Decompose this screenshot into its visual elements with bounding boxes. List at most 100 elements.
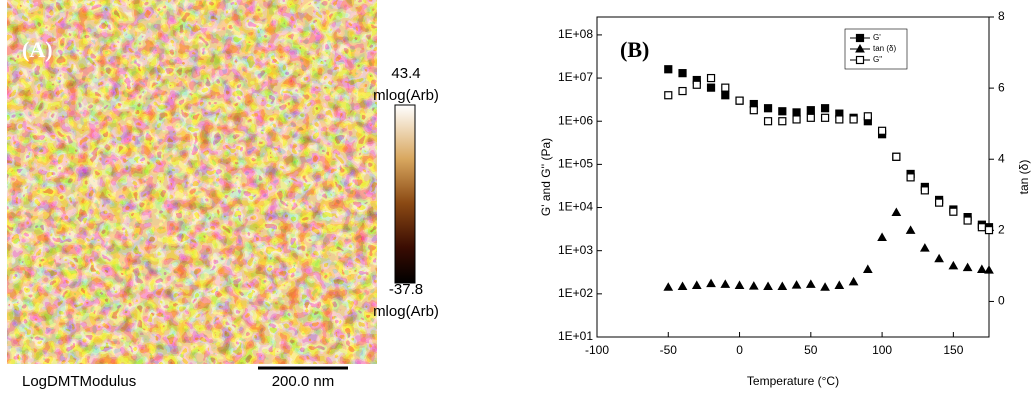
y-tick-label: 1E+01 bbox=[558, 329, 593, 343]
colorbar-unit: mlog(Arb) bbox=[373, 87, 439, 104]
data-point bbox=[763, 281, 773, 291]
data-point bbox=[849, 115, 858, 124]
y2-tick-label: 0 bbox=[998, 294, 1005, 308]
data-point bbox=[863, 112, 872, 121]
legend-label: G" bbox=[873, 55, 882, 64]
data-point bbox=[678, 69, 687, 78]
y2-tick-label: 4 bbox=[998, 151, 1005, 165]
colorbar bbox=[394, 104, 416, 284]
y-tick-label: 1E+04 bbox=[558, 200, 593, 214]
data-point bbox=[977, 223, 986, 232]
data-point bbox=[678, 86, 687, 96]
data-point bbox=[905, 225, 916, 234]
data-point bbox=[721, 91, 730, 100]
data-point bbox=[706, 83, 716, 92]
y2-tick-label: 8 bbox=[998, 9, 1005, 23]
data-point bbox=[806, 113, 815, 122]
data-point bbox=[706, 278, 716, 288]
colorbar-max: 43.4 bbox=[391, 65, 420, 82]
y-tick-label: 1E+07 bbox=[558, 70, 593, 84]
y2-axis-label: tan (δ) bbox=[1017, 160, 1031, 195]
data-point bbox=[777, 281, 788, 291]
data-point bbox=[877, 126, 887, 135]
legend-marker bbox=[855, 33, 865, 43]
x-tick-label: -100 bbox=[585, 343, 609, 357]
panel-a: (A) 43.4 mlog(Arb) -37.8 mlog(Arb) LogDM… bbox=[7, 0, 439, 390]
data-point bbox=[706, 73, 716, 83]
data-point bbox=[720, 279, 731, 288]
data-point bbox=[919, 243, 930, 252]
y-tick-label: 1E+08 bbox=[558, 27, 593, 41]
x-tick-label: 100 bbox=[872, 343, 892, 357]
data-point bbox=[984, 225, 994, 235]
y-axis-label: G' and G'' (Pa) bbox=[539, 138, 553, 216]
data-point bbox=[677, 281, 688, 291]
data-point bbox=[906, 173, 915, 182]
x-tick-label: 150 bbox=[943, 343, 963, 357]
data-point bbox=[962, 262, 973, 272]
data-point bbox=[835, 115, 844, 124]
data-point bbox=[734, 280, 745, 289]
data-point bbox=[877, 232, 887, 241]
y-tick-label: 1E+06 bbox=[558, 113, 593, 127]
x-axis-label: Temperature (°C) bbox=[747, 374, 839, 388]
y2-tick-label: 6 bbox=[998, 80, 1005, 94]
data-point bbox=[735, 96, 744, 105]
data-point bbox=[749, 106, 758, 115]
scale-bar-label: 200.0 nm bbox=[272, 373, 335, 390]
data-point bbox=[692, 80, 701, 89]
data-point bbox=[934, 253, 944, 263]
data-point bbox=[805, 279, 816, 288]
legend-marker bbox=[855, 55, 865, 65]
data-point bbox=[948, 260, 959, 270]
data-point bbox=[848, 276, 859, 286]
data-point bbox=[763, 117, 773, 126]
data-point bbox=[778, 117, 787, 126]
data-point bbox=[791, 280, 802, 289]
x-tick-label: 50 bbox=[804, 343, 818, 357]
legend-marker bbox=[855, 43, 865, 53]
data-point bbox=[691, 280, 702, 289]
legend-label: tan (δ) bbox=[873, 44, 896, 53]
data-point bbox=[834, 280, 845, 289]
data-point bbox=[663, 282, 674, 291]
colorbar-min: -37.8 bbox=[389, 281, 423, 298]
plot-frame bbox=[596, 16, 990, 338]
data-point bbox=[763, 104, 773, 113]
data-point bbox=[806, 106, 815, 115]
data-point bbox=[949, 207, 958, 216]
afm-image bbox=[7, 0, 377, 364]
data-point bbox=[792, 108, 801, 117]
data-point bbox=[820, 282, 830, 291]
data-point bbox=[891, 207, 902, 217]
data-point bbox=[792, 115, 801, 124]
y-tick-label: 1E+03 bbox=[558, 243, 593, 257]
legend-label: G' bbox=[873, 33, 881, 42]
data-point bbox=[920, 186, 929, 195]
y2-tick-label: 2 bbox=[998, 223, 1005, 237]
data-point bbox=[820, 104, 830, 113]
channel-label: LogDMTModulus bbox=[22, 373, 136, 390]
data-point bbox=[963, 216, 972, 225]
data-point bbox=[977, 264, 987, 273]
panel-b: (B) Temperature (°C) G' and G'' (Pa) tan… bbox=[539, 9, 1031, 388]
colorbar-unit: mlog(Arb) bbox=[373, 303, 439, 320]
data-point bbox=[820, 113, 830, 122]
y-tick-label: 1E+02 bbox=[558, 286, 593, 300]
panel-label: (A) bbox=[22, 37, 53, 62]
data-point bbox=[778, 107, 787, 116]
data-point bbox=[892, 152, 901, 161]
data-point bbox=[748, 281, 759, 290]
data-point bbox=[935, 198, 944, 207]
data-point bbox=[664, 91, 673, 100]
data-point bbox=[721, 83, 730, 92]
data-point bbox=[984, 265, 994, 274]
y-tick-label: 1E+05 bbox=[558, 157, 593, 171]
x-tick-label: 0 bbox=[736, 343, 743, 357]
data-point bbox=[664, 65, 673, 74]
data-point bbox=[862, 264, 873, 273]
x-tick-label: -50 bbox=[660, 343, 678, 357]
panel-label: (B) bbox=[620, 37, 649, 62]
